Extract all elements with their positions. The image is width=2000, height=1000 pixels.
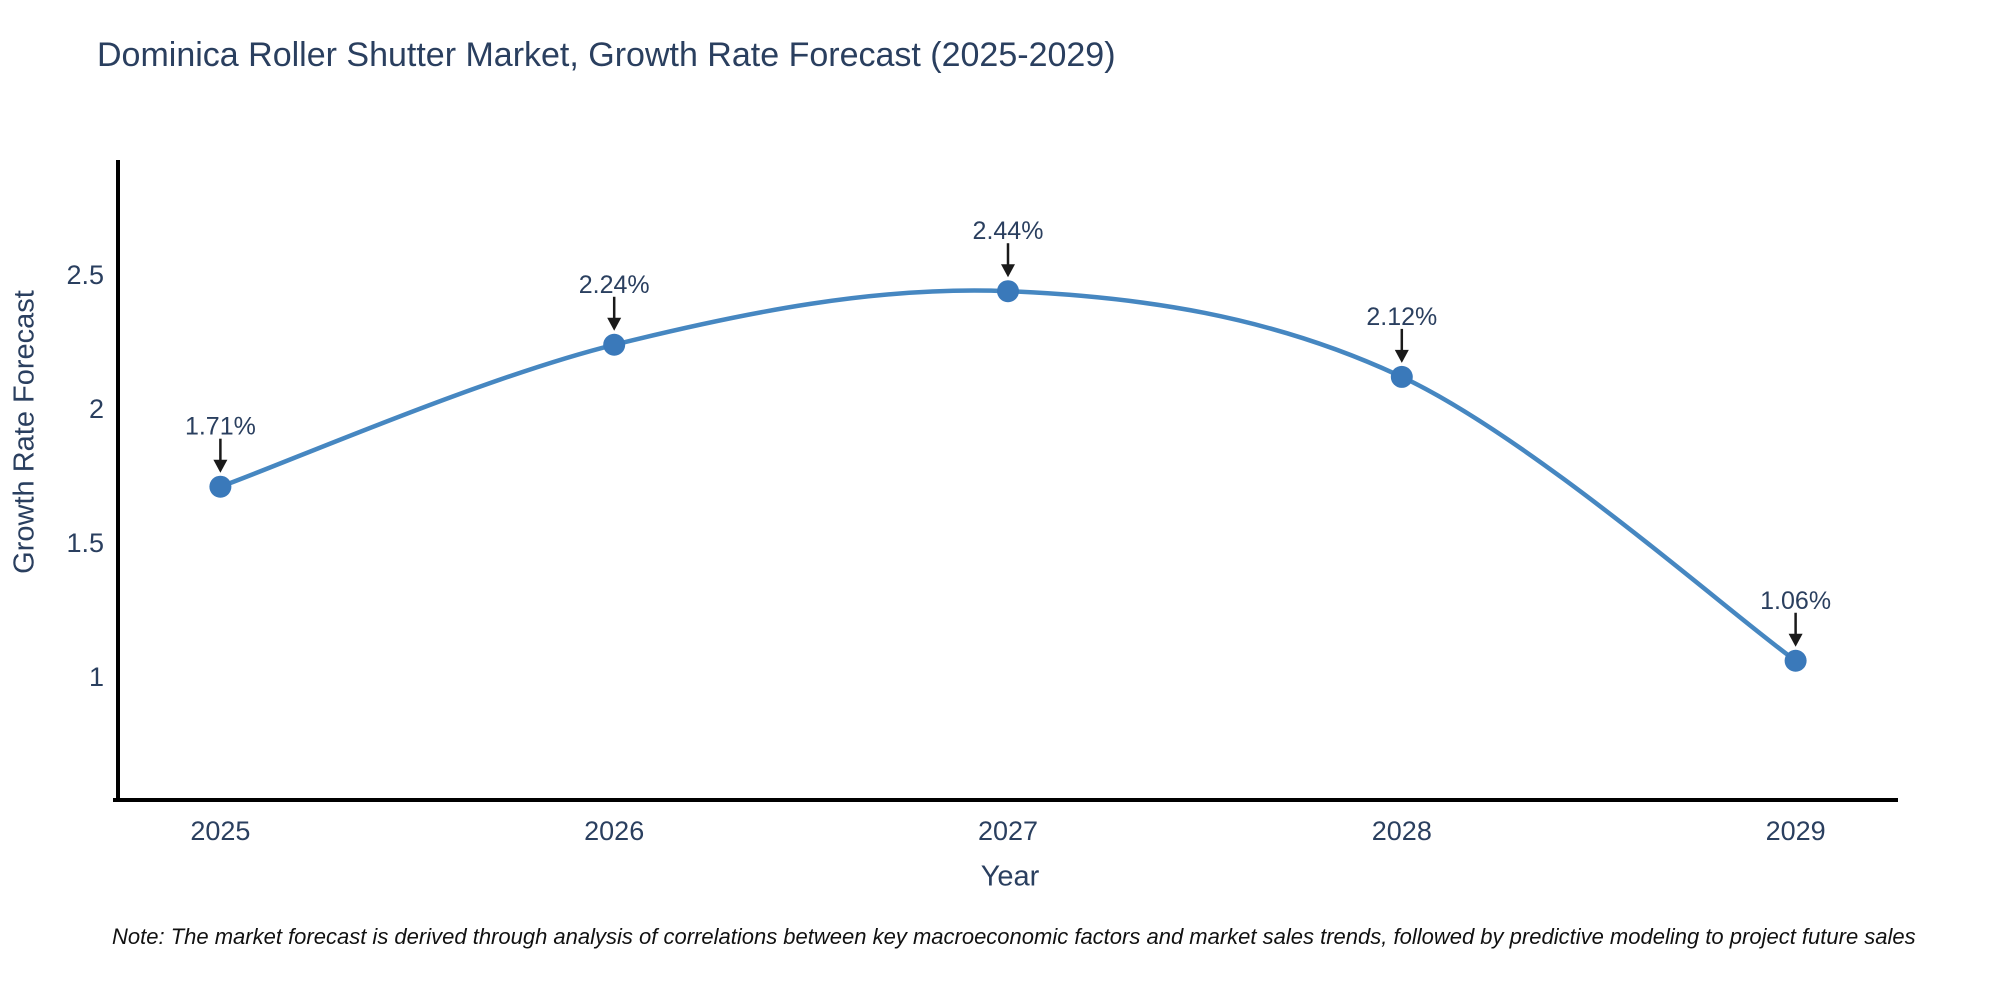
x-tick-label: 2027	[978, 816, 1038, 846]
x-tick-label: 2029	[1766, 816, 1826, 846]
data-point-2028[interactable]	[1390, 365, 1413, 388]
y-tick-label: 1	[89, 662, 104, 692]
y-tick-label: 2	[89, 394, 104, 424]
data-point-2029[interactable]	[1784, 649, 1807, 672]
annotation-arrowhead	[1394, 349, 1409, 363]
x-tick-label: 2025	[190, 816, 250, 846]
data-point-2026[interactable]	[603, 333, 626, 356]
annotation-arrowhead	[607, 317, 622, 331]
data-point-2025[interactable]	[209, 475, 232, 498]
chart-title: Dominica Roller Shutter Market, Growth R…	[97, 36, 1116, 74]
trend-line	[218, 288, 1798, 664]
x-tick-label: 2028	[1372, 816, 1432, 846]
x-tick-label: 2026	[584, 816, 644, 846]
data-point-2027[interactable]	[997, 280, 1019, 303]
annotation-arrowhead	[1001, 264, 1015, 278]
point-value-label: 2.44%	[973, 217, 1044, 245]
point-value-label: 1.06%	[1760, 587, 1831, 615]
point-value-label: 2.12%	[1366, 303, 1437, 331]
point-value-label: 2.24%	[579, 271, 650, 299]
point-value-label: 1.71%	[185, 413, 256, 441]
x-axis-title: Year	[980, 860, 1040, 893]
y-tick-label: 1.5	[66, 528, 104, 558]
footnote: Note: The market forecast is derived thr…	[112, 924, 1916, 949]
annotation-arrowhead	[1788, 633, 1803, 647]
annotation-arrowhead	[213, 459, 228, 473]
y-tick-label: 2.5	[66, 260, 104, 290]
